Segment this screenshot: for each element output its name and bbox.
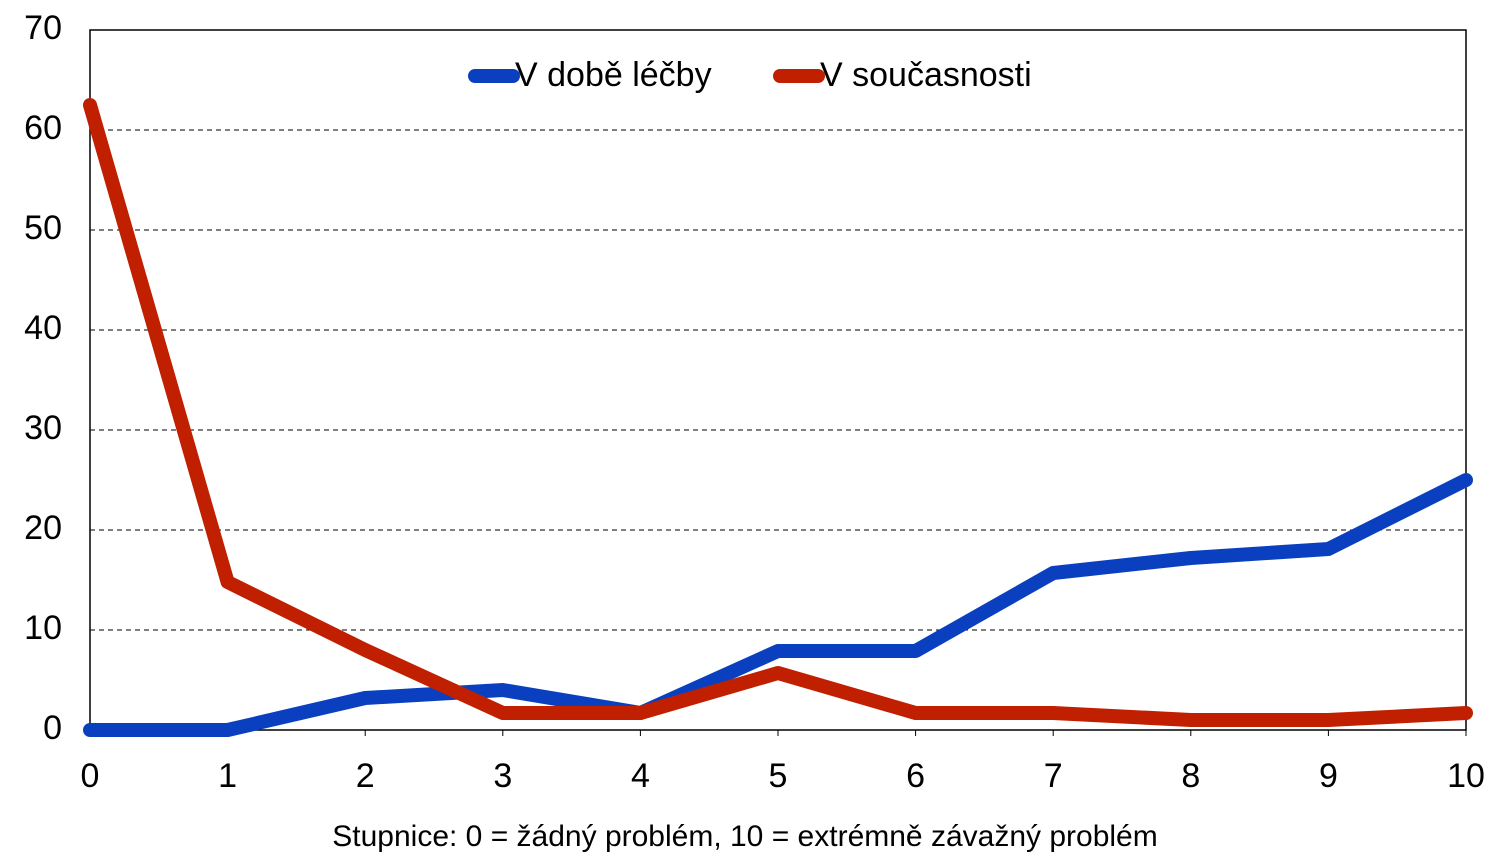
- y-tick-label: 20: [24, 509, 62, 547]
- plot-area: [89, 29, 1467, 731]
- legend-label: V současnosti: [820, 56, 1032, 94]
- x-tick-label: 10: [1447, 757, 1485, 795]
- x-tick-label: 2: [356, 757, 375, 795]
- x-axis-label: Stupnice: 0 = žádný problém, 10 = extrém…: [332, 820, 1157, 853]
- line-series: [83, 98, 1473, 727]
- x-tick-label: 6: [906, 757, 925, 795]
- x-tick-label: 3: [493, 757, 512, 795]
- y-tick-label: 60: [24, 109, 62, 147]
- x-tick-label: 0: [81, 757, 100, 795]
- x-tick-label: 5: [769, 757, 788, 795]
- y-tick-label: 40: [24, 309, 62, 347]
- y-tick-label: 10: [24, 609, 62, 647]
- x-tick-label: 8: [1181, 757, 1200, 795]
- line-series: [83, 473, 1473, 737]
- legend-label: V době léčby: [515, 56, 712, 94]
- y-tick-label: 0: [43, 709, 62, 747]
- x-tick-label: 9: [1319, 757, 1338, 795]
- x-tick-label: 1: [218, 757, 237, 795]
- y-tick-label: 50: [24, 209, 62, 247]
- y-tick-label: 70: [24, 9, 62, 47]
- y-tick-label: 30: [24, 409, 62, 447]
- x-tick-label: 4: [631, 757, 650, 795]
- x-tick-label: 7: [1044, 757, 1063, 795]
